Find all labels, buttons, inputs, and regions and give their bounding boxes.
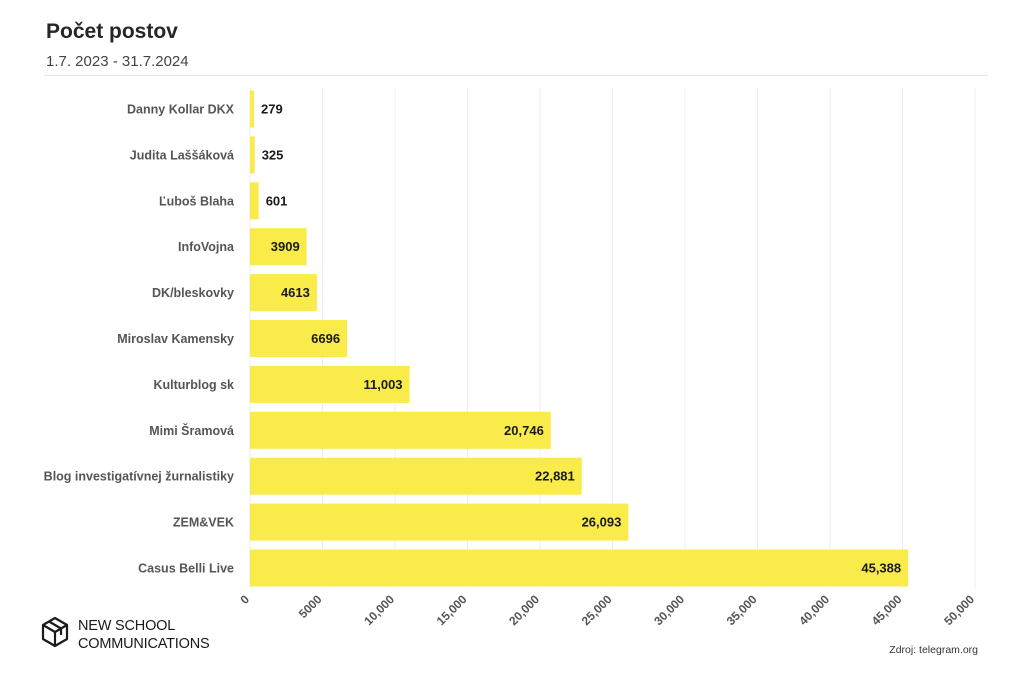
value-label-8: 22,881: [535, 469, 575, 484]
value-label-5: 6696: [311, 331, 340, 346]
category-label-1: Judita Laššáková: [130, 148, 234, 162]
x-tick-label-7: 35,000: [724, 592, 760, 628]
bar-5: [250, 320, 348, 357]
chart-subtitle: 1.7. 2023 - 31.7.2024: [46, 53, 189, 70]
x-tick-label-4: 20,000: [506, 592, 542, 628]
bar-7: [250, 411, 551, 449]
value-label-1: 325: [262, 147, 284, 162]
category-label-2: Ľuboš Blaha: [159, 194, 235, 208]
chart-title: Počet postov: [46, 20, 178, 43]
brand-logo: NEW SCHOOL COMMUNICATIONS: [40, 616, 240, 656]
x-tick-label-6: 30,000: [651, 592, 687, 628]
value-label-2: 601: [266, 193, 288, 208]
category-label-10: Casus Belli Live: [138, 562, 234, 576]
x-tick-label-8: 40,000: [796, 592, 832, 628]
x-tick-label-1: 5000: [296, 592, 325, 621]
category-label-5: Miroslav Kamensky: [117, 332, 234, 346]
bar-1: [250, 136, 255, 174]
x-tick-label-5: 25,000: [579, 592, 615, 628]
value-label-3: 3909: [271, 239, 300, 254]
header-divider: [44, 75, 988, 76]
brand-logo-text: NEW SCHOOL COMMUNICATIONS: [78, 617, 210, 653]
brand-logo-line1: NEW SCHOOL: [78, 618, 176, 634]
x-tick-label-9: 45,000: [869, 592, 905, 628]
category-label-4: DK/bleskovky: [152, 286, 234, 300]
category-label-0: Danny Kollar DKX: [127, 103, 235, 117]
x-tick-label-10: 50,000: [941, 592, 977, 628]
value-label-7: 20,746: [504, 423, 544, 438]
bar-4: [250, 274, 317, 312]
x-tick-label-0: 0: [237, 592, 252, 607]
category-label-7: Mimi Šramová: [149, 423, 234, 438]
category-label-3: InfoVojna: [178, 240, 235, 254]
bar-8: [250, 457, 582, 495]
x-tick-label-2: 10,000: [361, 592, 397, 628]
value-label-6: 11,003: [363, 377, 402, 392]
category-label-9: ZEM&VEK: [173, 516, 234, 530]
source-note: Zdroj: telegram.org: [889, 644, 978, 656]
bar-9: [250, 503, 629, 541]
bar-2: [250, 182, 259, 220]
category-label-8: Blog investigatívnej žurnalistiky: [44, 470, 234, 484]
category-label-6: Kulturblog sk: [153, 378, 234, 392]
brand-logo-line2: COMMUNICATIONS: [78, 636, 210, 652]
value-label-0: 279: [261, 102, 283, 117]
value-label-10: 45,388: [861, 561, 901, 576]
cube-logo-icon: [41, 616, 69, 648]
value-label-9: 26,093: [582, 515, 622, 530]
bar-0: [250, 90, 255, 128]
value-label-4: 4613: [281, 285, 310, 300]
x-tick-label-3: 15,000: [434, 592, 470, 628]
bar-3: [250, 228, 307, 266]
bar-6: [250, 365, 410, 403]
bar-10: [250, 549, 909, 587]
